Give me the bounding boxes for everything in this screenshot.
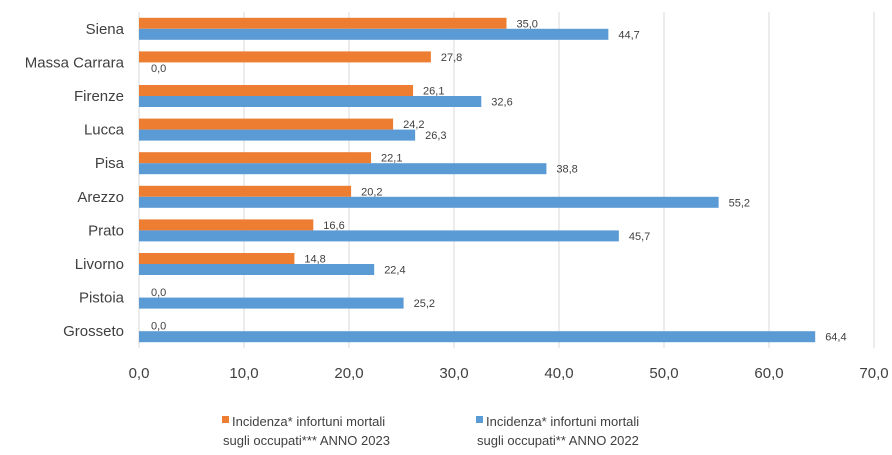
legend-entry: Incidenza* infortuni mortali [486,414,639,429]
bar-2022 [139,264,375,275]
bar-2022 [139,96,482,107]
bars [139,17,816,343]
data-label: 14,8 [304,254,325,266]
legend-entry: sugli occupati** ANNO 2022 [477,433,639,448]
bar-2022 [139,331,816,343]
x-tick-labels: 0,0 10,0 20,0 30,0 40,0 50,0 60,0 70,0 [129,365,889,382]
data-label: 27,8 [441,52,462,64]
data-label: 22,4 [384,265,405,277]
data-label: 64,4 [825,332,846,344]
data-label: 20,2 [361,186,382,198]
grid-lines [138,12,875,348]
category-label: Lucca [84,122,125,139]
category-label: Pistoia [79,290,125,307]
category-labels: Siena Massa Carrara Firenze Lucca Pisa Arezzo… [25,21,125,340]
x-tick-label: 10,0 [229,365,258,382]
category-label: Arezzo [77,189,124,206]
bar-2022 [139,230,619,242]
data-label: 26,1 [423,86,444,98]
category-label: Prato [88,222,124,239]
x-tick-label: 20,0 [334,365,363,382]
x-tick-label: 60,0 [754,365,783,382]
category-label: Siena [86,21,125,38]
data-label: 16,6 [323,220,344,232]
data-label: 22,1 [381,153,402,165]
x-tick-label: 50,0 [649,365,678,382]
bar-2022 [139,129,416,141]
data-label: 32,6 [491,97,512,109]
data-label: 0,0 [151,321,166,333]
data-label: 0,0 [151,63,166,75]
bar-2023 [139,51,431,63]
bar-2022 [139,297,404,309]
bar-2022 [139,28,609,40]
bar-2023 [139,85,414,96]
bar-2023 [139,185,352,197]
legend-swatch [476,416,483,423]
bar-2023 [139,219,314,231]
data-label: 45,7 [629,231,650,243]
bar-2023 [139,253,295,264]
value-labels: 35,0 44,7 27,8 0,0 26,1 32,6 24,226,3 22,1 38,8 2… [151,18,847,343]
data-label: 0,0 [151,287,166,299]
bar-2023 [139,17,507,29]
data-label: 44,7 [618,29,639,41]
category-label: Firenze [74,88,124,105]
legend-entry: sugli occupati*** ANNO 2023 [223,433,390,448]
category-label: Massa Carrara [25,54,125,71]
legend-swatch [222,416,229,423]
data-label: 38,8 [556,164,577,176]
bar-2022 [139,196,719,208]
data-label: 55,2 [729,197,750,209]
legend-entry: Incidenza* infortuni mortali [232,414,385,429]
x-tick-label: 40,0 [544,365,573,382]
x-tick-label: 70,0 [859,365,888,382]
data-label: 25,2 [414,298,435,310]
bar-2023 [139,118,394,130]
legend: Incidenza* infortuni mortali sugli occupa… [222,414,639,448]
data-label: 26,3 [425,130,446,142]
category-label: Grosseto [63,323,124,340]
data-label: 24,2 [403,119,424,131]
bar-2023 [139,152,372,164]
category-label: Pisa [95,155,125,172]
x-tick-label: 0,0 [129,365,150,382]
bar-2022 [139,163,547,175]
x-tick-label: 30,0 [439,365,468,382]
data-label: 35,0 [517,18,538,30]
category-label: Livorno [75,256,124,273]
